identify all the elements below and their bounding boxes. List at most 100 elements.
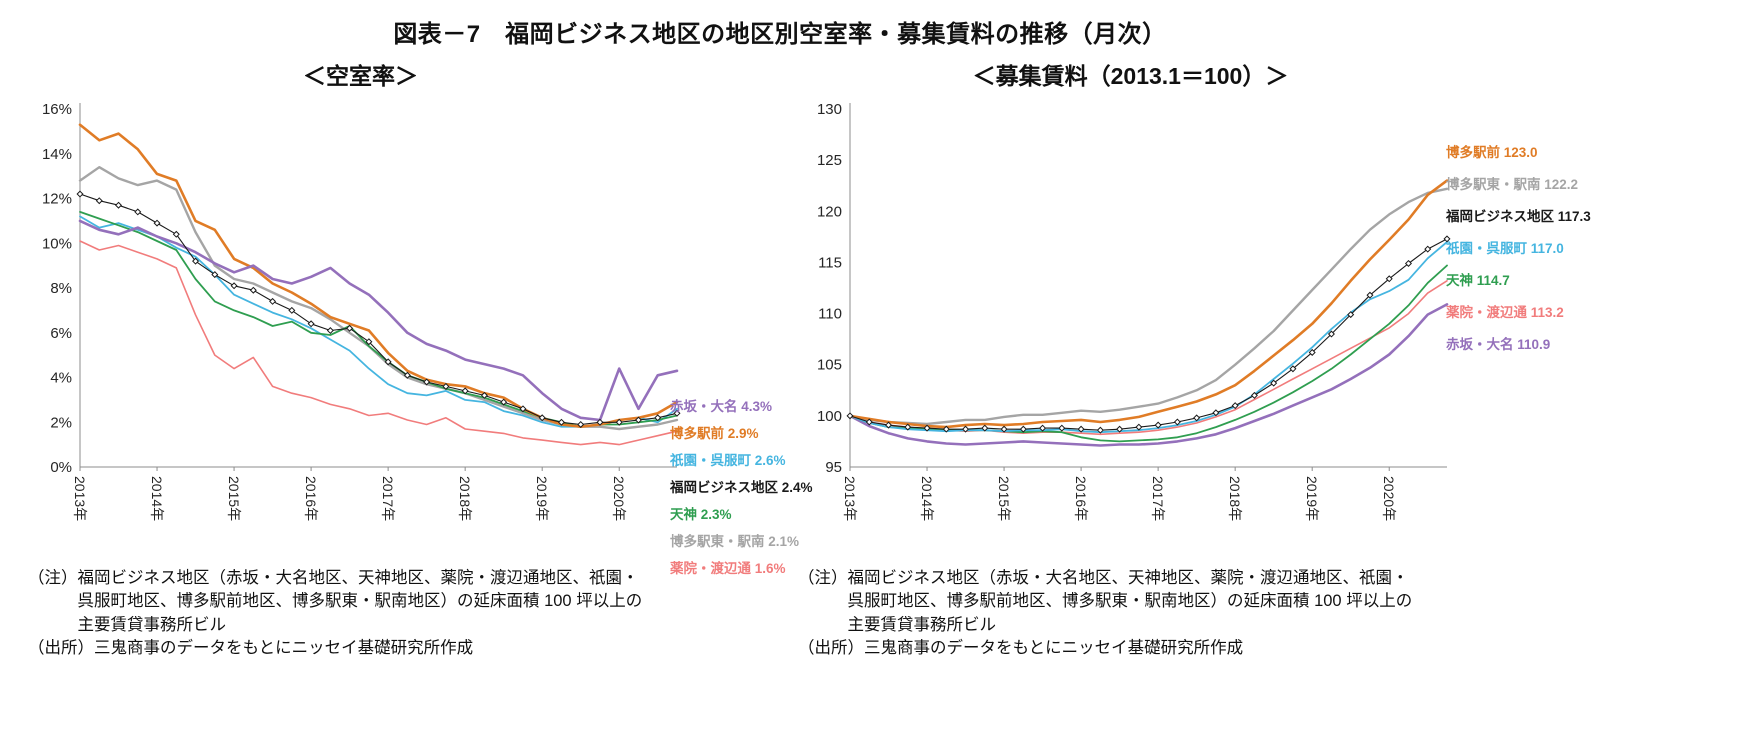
- series-marker: [288, 306, 296, 314]
- series-line-2: [79, 215, 678, 428]
- y-tick-label: 2%: [50, 414, 72, 431]
- series-marker: [1000, 425, 1008, 433]
- source-text: （出所）三鬼商事のデータをもとにニッセイ基礎研究所作成: [798, 639, 1244, 658]
- series-marker: [192, 257, 200, 265]
- series-marker: [269, 297, 277, 305]
- series-marker: [1424, 245, 1432, 253]
- vacancy-chart-notes: （注）福岡ビジネス地区（赤坂・大名地区、天神地区、薬院・渡辺通地区、祇園・呉服町…: [28, 567, 653, 661]
- series-marker: [230, 282, 238, 290]
- series-line-5: [848, 179, 1449, 429]
- rent-line-chart: 95 100 105 110 115 120 125 130 2013年 2014年 2015年 20…: [817, 101, 1451, 521]
- rent-chart-block: ＜募集賃料（2013.1＝100）＞ 95 100 105 110 115 120 125 1…: [798, 55, 1591, 661]
- x-tick-label: 2018年: [1227, 476, 1243, 521]
- series-marker: [1443, 235, 1451, 243]
- legend-item: 博多駅東・駅南 2.1%: [670, 534, 800, 549]
- series-line-6: [849, 238, 1448, 431]
- series-marker: [1308, 348, 1316, 356]
- series-marker: [865, 418, 873, 426]
- series-marker: [500, 398, 508, 406]
- series-line-6: [79, 193, 678, 426]
- series-marker: [249, 286, 257, 294]
- series-marker: [95, 197, 103, 205]
- x-tick-label: 2015年: [226, 476, 242, 521]
- x-tick-label: 2016年: [1073, 476, 1089, 521]
- series-marker: [634, 416, 642, 424]
- x-tick-label: 2014年: [149, 476, 165, 521]
- series-marker: [1096, 426, 1104, 434]
- x-tick-label: 2015年: [996, 476, 1012, 521]
- legend-item: 祇園・呉服町 2.6%: [670, 453, 786, 468]
- y-tick-label: 4%: [50, 370, 72, 387]
- series-marker: [384, 358, 392, 366]
- y-tick-label: 6%: [50, 325, 72, 342]
- legend-item: 福岡ビジネス地区 117.3: [1446, 209, 1591, 224]
- charts-row: ＜空室率＞ 0% 2% 4% 6% 8% 10% 12% 14% 16% 2013年 2014年 20…: [0, 55, 1591, 661]
- series-marker: [1366, 291, 1374, 299]
- series-marker: [326, 327, 334, 335]
- series-marker: [1077, 425, 1085, 433]
- series-marker: [307, 320, 315, 328]
- series-marker: [942, 425, 950, 433]
- x-tick-label: 2020年: [611, 476, 627, 521]
- vacancy-line-chart: 0% 2% 4% 6% 8% 10% 12% 14% 16% 2013年 2014年 2015年 201…: [42, 101, 681, 521]
- legend-item: 福岡ビジネス地区 2.4%: [670, 480, 813, 495]
- legend-item: 博多駅東・駅南 122.2: [1446, 177, 1579, 192]
- y-tick-label: 14%: [42, 146, 72, 163]
- series-marker: [423, 378, 431, 386]
- series-marker: [1212, 409, 1220, 417]
- x-tick-label: 2018年: [457, 476, 473, 521]
- x-tick-label: 2013年: [72, 476, 88, 521]
- series-marker: [557, 418, 565, 426]
- series-marker: [981, 424, 989, 432]
- series-marker: [1250, 391, 1258, 399]
- series-marker: [1135, 423, 1143, 431]
- y-tick-label: 120: [817, 203, 842, 220]
- series-marker: [1116, 425, 1124, 433]
- x-tick-label: 2013年: [842, 476, 858, 521]
- x-tick-label: 2019年: [534, 476, 550, 521]
- source-text: （出所）三鬼商事のデータをもとにニッセイ基礎研究所作成: [28, 639, 474, 658]
- x-tick-label: 2017年: [380, 476, 396, 521]
- series-marker: [654, 414, 662, 422]
- series-marker: [461, 387, 469, 395]
- series-line-0: [848, 303, 1449, 447]
- x-tick-label: 2020年: [1381, 476, 1397, 521]
- series-marker: [577, 420, 585, 428]
- series-marker: [1019, 425, 1027, 433]
- y-tick-label: 130: [817, 101, 842, 118]
- series-line-4: [78, 123, 679, 429]
- series-marker: [1347, 311, 1355, 319]
- rent-chart-title: ＜募集賃料（2013.1＝100）＞: [972, 63, 1289, 89]
- y-tick-label: 16%: [42, 101, 72, 118]
- x-tick-label: 2017年: [1150, 476, 1166, 521]
- vacancy-chart-block: ＜空室率＞ 0% 2% 4% 6% 8% 10% 12% 14% 16% 2013年 2014年 20…: [28, 55, 813, 661]
- series-marker: [1193, 414, 1201, 422]
- legend-item: 薬院・渡辺通 113.2: [1446, 305, 1564, 320]
- y-tick-label: 115: [818, 254, 842, 271]
- y-tick-label: 8%: [50, 280, 72, 297]
- series-marker: [153, 219, 161, 227]
- vacancy-chart-title: ＜空室率＞: [303, 63, 418, 89]
- series-marker: [904, 423, 912, 431]
- series-line-3: [849, 241, 1448, 434]
- series-marker: [211, 271, 219, 279]
- series-marker: [1289, 365, 1297, 373]
- series-marker: [846, 412, 854, 420]
- series-marker: [1039, 424, 1047, 432]
- series-marker: [403, 371, 411, 379]
- vacancy-chart-legend: 赤坂・大名 4.3% 博多駅前 2.9% 祇園・呉服町 2.6% 福岡ビジネス地区 2…: [670, 395, 813, 577]
- series-marker: [1231, 402, 1239, 410]
- series-marker: [1327, 330, 1335, 338]
- series-marker: [134, 208, 142, 216]
- series-marker: [923, 424, 931, 432]
- series-marker: [519, 405, 527, 413]
- rent-chart-notes: （注）福岡ビジネス地区（赤坂・大名地区、天神地区、薬院・渡辺通地区、祇園・呉服町…: [798, 567, 1423, 661]
- legend-item: 天神 114.7: [1446, 273, 1510, 288]
- legend-item: 祇園・呉服町 117.0: [1446, 241, 1564, 256]
- note-text: （注）福岡ビジネス地区（赤坂・大名地区、天神地区、薬院・渡辺通地区、祇園・呉服町…: [798, 569, 1413, 634]
- y-tick-label: 12%: [42, 191, 72, 208]
- x-tick-label: 2019年: [1304, 476, 1320, 521]
- series-marker: [115, 201, 123, 209]
- series-marker: [480, 391, 488, 399]
